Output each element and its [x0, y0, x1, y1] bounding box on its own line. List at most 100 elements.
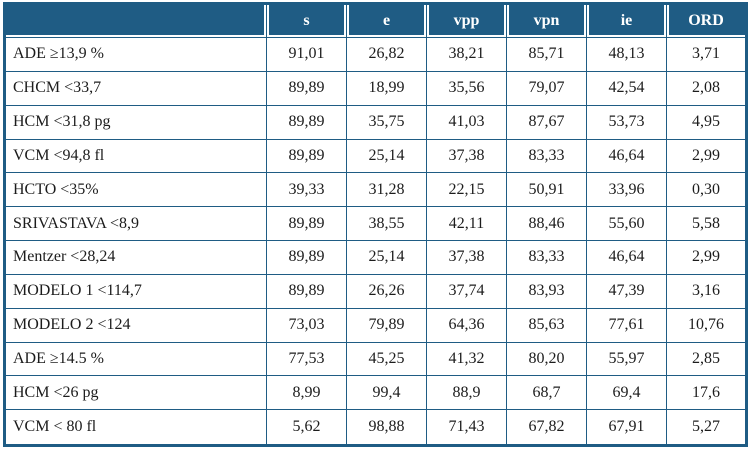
value-cell: 35,75 [346, 104, 427, 140]
table-row: SRIVASTAVA <8,9 89,89 38,55 42,11 88,46 55,60… [4, 206, 747, 242]
value-cell: 87,67 [506, 104, 587, 140]
value-cell: 53,73 [586, 104, 667, 140]
value-cell: 17,6 [666, 375, 747, 411]
table-body: ADE ≥13,9 % 91,01 26,82 38,21 85,71 48,13 3,71… [4, 37, 747, 446]
value-cell: 25,14 [346, 240, 427, 275]
value-cell: 41,32 [426, 341, 507, 377]
table-row: CHCM <33,7 89,89 18,99 35,56 79,07 42,54 2,08 [4, 70, 747, 106]
value-cell: 37,38 [426, 138, 507, 174]
table-row: VCM <94,8 fl 89,89 25,14 37,38 83,33 46,64 2,9… [4, 138, 747, 174]
table-row: HCM <26 pg 8,99 99,4 88,9 68,7 69,4 17,6 [4, 375, 747, 411]
value-cell: 85,63 [506, 307, 587, 343]
row-label-cell: CHCM <33,7 [4, 70, 267, 106]
value-cell: 55,60 [586, 206, 667, 242]
table-row: VCM < 80 fl 5,62 98,88 71,43 67,82 67,91 5,27 [4, 409, 747, 446]
table-row: Mentzer <28,24 89,89 25,14 37,38 83,33 46,64 2… [4, 240, 747, 275]
value-cell: 41,03 [426, 104, 507, 140]
value-cell: 22,15 [426, 172, 507, 208]
header-row: s e vpp vpn ie ORD [4, 3, 747, 38]
value-cell: 2,85 [666, 341, 747, 377]
value-cell: 42,11 [426, 206, 507, 242]
value-cell: 3,71 [666, 37, 747, 72]
value-cell: 67,82 [506, 409, 587, 446]
value-cell: 77,61 [586, 307, 667, 343]
table-row: MODELO 2 <124 73,03 79,89 64,36 85,63 77,61 10… [4, 307, 747, 343]
column-header-vpp: vpp [426, 3, 507, 38]
value-cell: 77,53 [266, 341, 347, 377]
value-cell: 50,91 [506, 172, 587, 208]
row-label-cell: MODELO 1 <114,7 [4, 273, 267, 309]
table-row: ADE ≥13,9 % 91,01 26,82 38,21 85,71 48,13 3,71 [4, 37, 747, 72]
row-label-cell: Mentzer <28,24 [4, 240, 267, 275]
value-cell: 2,99 [666, 240, 747, 275]
row-label-cell: HCM <26 pg [4, 375, 267, 411]
value-cell: 33,96 [586, 172, 667, 208]
value-cell: 35,56 [426, 70, 507, 106]
value-cell: 83,33 [506, 138, 587, 174]
table-row: MODELO 1 <114,7 89,89 26,26 37,74 83,93 47,39… [4, 273, 747, 309]
value-cell: 79,07 [506, 70, 587, 106]
value-cell: 89,89 [266, 240, 347, 275]
value-cell: 26,82 [346, 37, 427, 72]
table-row: HCTO <35% 39,33 31,28 22,15 50,91 33,96 0,30 [4, 172, 747, 208]
value-cell: 18,99 [346, 70, 427, 106]
value-cell: 98,88 [346, 409, 427, 446]
value-cell: 71,43 [426, 409, 507, 446]
value-cell: 89,89 [266, 70, 347, 106]
value-cell: 89,89 [266, 273, 347, 309]
row-label-cell: VCM <94,8 fl [4, 138, 267, 174]
value-cell: 42,54 [586, 70, 667, 106]
value-cell: 8,99 [266, 375, 347, 411]
diagnostic-metrics-table: s e vpp vpn ie ORD ADE ≥13,9 % 91,01 26,82… [3, 2, 748, 447]
value-cell: 47,39 [586, 273, 667, 309]
value-cell: 2,08 [666, 70, 747, 106]
row-label-cell: ADE ≥14.5 % [4, 341, 267, 377]
value-cell: 3,16 [666, 273, 747, 309]
value-cell: 37,74 [426, 273, 507, 309]
value-cell: 5,62 [266, 409, 347, 446]
value-cell: 37,38 [426, 240, 507, 275]
row-label-cell: SRIVASTAVA <8,9 [4, 206, 267, 242]
value-cell: 91,01 [266, 37, 347, 72]
column-header-s: s [266, 3, 347, 38]
row-label-cell: ADE ≥13,9 % [4, 37, 267, 72]
value-cell: 45,25 [346, 341, 427, 377]
value-cell: 25,14 [346, 138, 427, 174]
value-cell: 89,89 [266, 206, 347, 242]
value-cell: 88,9 [426, 375, 507, 411]
value-cell: 26,26 [346, 273, 427, 309]
value-cell: 83,93 [506, 273, 587, 309]
value-cell: 39,33 [266, 172, 347, 208]
value-cell: 89,89 [266, 138, 347, 174]
value-cell: 31,28 [346, 172, 427, 208]
value-cell: 46,64 [586, 138, 667, 174]
table-row: HCM <31,8 pg 89,89 35,75 41,03 87,67 53,73 4,9… [4, 104, 747, 140]
value-cell: 55,97 [586, 341, 667, 377]
value-cell: 46,64 [586, 240, 667, 275]
value-cell: 83,33 [506, 240, 587, 275]
value-cell: 79,89 [346, 307, 427, 343]
row-label-cell: HCM <31,8 pg [4, 104, 267, 140]
value-cell: 80,20 [506, 341, 587, 377]
value-cell: 4,95 [666, 104, 747, 140]
value-cell: 85,71 [506, 37, 587, 72]
corner-cell [4, 3, 267, 38]
value-cell: 69,4 [586, 375, 667, 411]
value-cell: 88,46 [506, 206, 587, 242]
column-header-ord: ORD [666, 3, 747, 38]
value-cell: 99,4 [346, 375, 427, 411]
value-cell: 48,13 [586, 37, 667, 72]
row-label-cell: VCM < 80 fl [4, 409, 267, 446]
row-label-cell: MODELO 2 <124 [4, 307, 267, 343]
row-label-cell: HCTO <35% [4, 172, 267, 208]
value-cell: 10,76 [666, 307, 747, 343]
value-cell: 38,21 [426, 37, 507, 72]
value-cell: 38,55 [346, 206, 427, 242]
value-cell: 2,99 [666, 138, 747, 174]
value-cell: 0,30 [666, 172, 747, 208]
value-cell: 5,58 [666, 206, 747, 242]
value-cell: 89,89 [266, 104, 347, 140]
column-header-ie: ie [586, 3, 667, 38]
column-header-e: e [346, 3, 427, 38]
